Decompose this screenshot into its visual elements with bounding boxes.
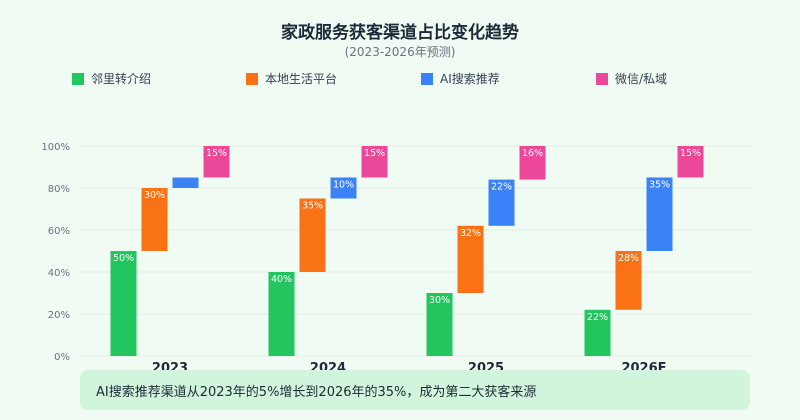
y-tick-label: 80% [48, 184, 70, 195]
data-label: 15% [680, 148, 701, 159]
legend: 邻里转介绍 本地生活平台 AI搜索推荐 微信/私域 [0, 70, 800, 88]
data-label: 30% [144, 190, 165, 201]
bar [584, 309, 611, 356]
bar [488, 179, 515, 226]
bar [519, 146, 546, 180]
data-label: 35% [302, 201, 323, 212]
bar [110, 251, 137, 356]
legend-swatch-local-platform [246, 72, 258, 85]
bar [677, 146, 704, 178]
bar [203, 146, 230, 178]
data-label: 35% [649, 180, 670, 191]
legend-swatch-referral [72, 72, 84, 85]
y-tick-label: 40% [48, 268, 70, 279]
bar [646, 177, 673, 251]
legend-label-wechat: 微信/私域 [615, 72, 668, 86]
y-tick-label: 100% [41, 142, 70, 153]
legend-item-referral: 邻里转介绍 [72, 70, 151, 87]
bar [299, 198, 326, 272]
data-label: 15% [206, 148, 227, 159]
insight-note: AI搜索推荐渠道从2023年的5%增长到2026年的35%，成为第二大获客来源 [80, 370, 750, 410]
data-label: 22% [491, 182, 512, 193]
data-label: 32% [460, 228, 481, 239]
y-tick-label: 0% [54, 352, 70, 363]
legend-swatch-ai-search [421, 72, 433, 85]
data-label: 16% [522, 148, 543, 159]
y-tick-label: 20% [48, 310, 70, 321]
bar [457, 225, 484, 293]
bar [330, 177, 357, 199]
data-label: 30% [429, 295, 450, 306]
legend-label-ai-search: AI搜索推荐 [440, 72, 500, 86]
data-label: 15% [364, 148, 385, 159]
data-label: 10% [333, 180, 354, 191]
data-label: 28% [618, 253, 639, 264]
data-label: 50% [113, 253, 134, 264]
legend-label-referral: 邻里转介绍 [91, 72, 152, 86]
legend-item-local-platform: 本地生活平台 [246, 70, 337, 87]
bar [615, 251, 642, 310]
bar [172, 177, 199, 188]
bar [268, 272, 295, 356]
data-label: 22% [587, 312, 608, 323]
legend-item-wechat: 微信/私域 [596, 70, 667, 87]
chart-title: 家政服务获客渠道占比变化趋势 [281, 23, 519, 43]
bar [141, 188, 168, 251]
y-tick-label: 60% [48, 226, 70, 237]
legend-item-ai-search: AI搜索推荐 [421, 70, 500, 87]
legend-swatch-wechat [596, 72, 608, 85]
bar [426, 293, 453, 356]
bar [361, 146, 388, 178]
data-label: 40% [271, 274, 292, 285]
chart-subtitle: (2023-2026年预测) [344, 45, 456, 59]
legend-label-local-platform: 本地生活平台 [265, 72, 338, 86]
